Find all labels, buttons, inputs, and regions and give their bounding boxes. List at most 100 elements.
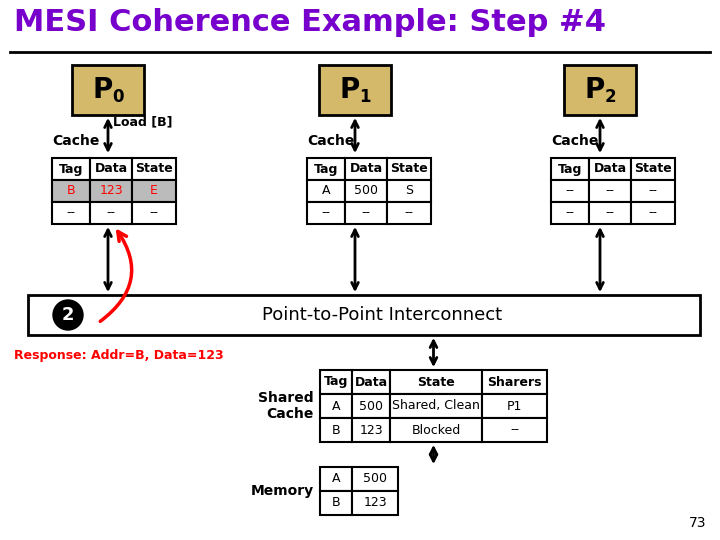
Bar bbox=[589, 180, 631, 202]
Text: 500: 500 bbox=[363, 472, 387, 485]
Bar bbox=[387, 158, 431, 180]
Text: E: E bbox=[150, 185, 158, 198]
Bar bbox=[132, 180, 176, 202]
Bar bbox=[390, 394, 482, 418]
Bar bbox=[631, 158, 675, 180]
Bar bbox=[320, 467, 352, 491]
Text: Cache: Cache bbox=[551, 134, 598, 148]
Bar bbox=[132, 158, 176, 180]
Text: --: -- bbox=[361, 206, 371, 219]
Text: 1: 1 bbox=[359, 88, 371, 106]
Text: --: -- bbox=[565, 185, 575, 198]
Bar bbox=[320, 491, 352, 515]
Bar bbox=[551, 158, 589, 180]
Text: 0: 0 bbox=[112, 88, 124, 106]
Bar bbox=[482, 370, 547, 394]
Text: 73: 73 bbox=[688, 516, 706, 530]
Text: P: P bbox=[93, 76, 113, 104]
Bar bbox=[589, 158, 631, 180]
Text: State: State bbox=[135, 163, 173, 176]
Text: Tag: Tag bbox=[558, 163, 582, 176]
Text: Cache: Cache bbox=[307, 134, 354, 148]
Bar bbox=[352, 370, 390, 394]
Text: A: A bbox=[332, 400, 341, 413]
Bar bbox=[320, 370, 352, 394]
Bar bbox=[319, 65, 391, 115]
Text: --: -- bbox=[649, 185, 657, 198]
Bar bbox=[320, 394, 352, 418]
Text: State: State bbox=[390, 163, 428, 176]
Bar bbox=[307, 180, 345, 202]
Text: Shared
Cache: Shared Cache bbox=[258, 391, 314, 421]
Text: A: A bbox=[322, 185, 330, 198]
Circle shape bbox=[53, 300, 83, 330]
Text: --: -- bbox=[606, 185, 614, 198]
Bar bbox=[320, 418, 352, 442]
Bar bbox=[352, 467, 398, 491]
Bar bbox=[390, 418, 482, 442]
Bar bbox=[28, 295, 700, 335]
Bar bbox=[631, 202, 675, 224]
Bar bbox=[90, 180, 132, 202]
Bar bbox=[132, 202, 176, 224]
Bar bbox=[551, 180, 589, 202]
Bar bbox=[352, 418, 390, 442]
Text: --: -- bbox=[66, 206, 76, 219]
Text: B: B bbox=[67, 185, 76, 198]
Text: 123: 123 bbox=[363, 496, 387, 510]
Text: P1: P1 bbox=[507, 400, 522, 413]
Bar bbox=[589, 202, 631, 224]
Text: B: B bbox=[332, 496, 341, 510]
Text: 2: 2 bbox=[604, 88, 616, 106]
Bar bbox=[307, 202, 345, 224]
Text: 500: 500 bbox=[359, 400, 383, 413]
Bar bbox=[387, 180, 431, 202]
Text: A: A bbox=[332, 472, 341, 485]
Text: 123: 123 bbox=[359, 423, 383, 436]
Bar bbox=[345, 158, 387, 180]
Text: 500: 500 bbox=[354, 185, 378, 198]
Text: State: State bbox=[634, 163, 672, 176]
Text: Tag: Tag bbox=[314, 163, 338, 176]
Text: Tag: Tag bbox=[324, 375, 348, 388]
Bar bbox=[352, 394, 390, 418]
Text: MESI Coherence Example: Step #4: MESI Coherence Example: Step #4 bbox=[14, 8, 606, 37]
Text: Cache: Cache bbox=[52, 134, 99, 148]
Text: --: -- bbox=[150, 206, 158, 219]
Bar bbox=[72, 65, 144, 115]
Text: Response: Addr=B, Data=123: Response: Addr=B, Data=123 bbox=[14, 349, 224, 362]
Text: Data: Data bbox=[354, 375, 387, 388]
Text: --: -- bbox=[510, 423, 519, 436]
FancyArrowPatch shape bbox=[100, 232, 132, 321]
Text: Data: Data bbox=[94, 163, 127, 176]
Bar bbox=[90, 202, 132, 224]
Bar bbox=[631, 180, 675, 202]
Text: Sharers: Sharers bbox=[487, 375, 541, 388]
Text: Data: Data bbox=[349, 163, 382, 176]
Text: Load [B]: Load [B] bbox=[113, 116, 173, 129]
Text: B: B bbox=[332, 423, 341, 436]
Bar bbox=[352, 491, 398, 515]
Bar bbox=[482, 418, 547, 442]
Text: 2: 2 bbox=[62, 306, 74, 324]
Text: --: -- bbox=[405, 206, 413, 219]
Text: P: P bbox=[585, 76, 605, 104]
Text: 123: 123 bbox=[99, 185, 123, 198]
Text: --: -- bbox=[649, 206, 657, 219]
Text: State: State bbox=[417, 375, 455, 388]
Text: Shared, Clean: Shared, Clean bbox=[392, 400, 480, 413]
Text: Memory: Memory bbox=[251, 484, 314, 498]
Text: Point-to-Point Interconnect: Point-to-Point Interconnect bbox=[262, 306, 502, 324]
Bar bbox=[90, 158, 132, 180]
Text: --: -- bbox=[107, 206, 115, 219]
Bar bbox=[387, 202, 431, 224]
Text: Tag: Tag bbox=[59, 163, 84, 176]
Bar bbox=[390, 370, 482, 394]
Bar bbox=[52, 158, 90, 180]
Bar bbox=[345, 202, 387, 224]
Bar bbox=[345, 180, 387, 202]
Bar bbox=[307, 158, 345, 180]
Bar bbox=[564, 65, 636, 115]
Text: --: -- bbox=[322, 206, 330, 219]
Text: Blocked: Blocked bbox=[411, 423, 461, 436]
